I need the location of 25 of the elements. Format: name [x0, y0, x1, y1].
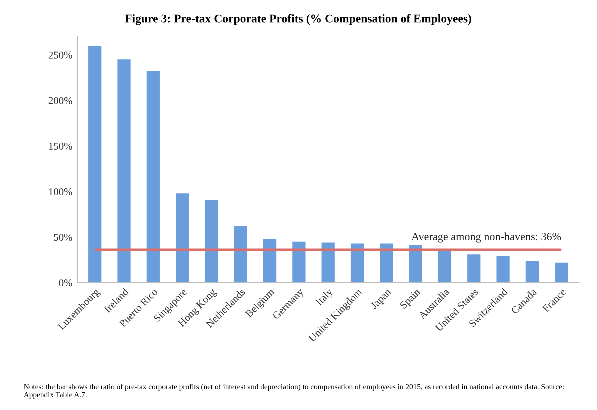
bar — [496, 256, 510, 283]
ref-line-label: Average among non-havens: 36% — [412, 232, 562, 243]
bar — [146, 72, 160, 283]
bar — [88, 46, 102, 283]
y-tick-label: 150% — [49, 142, 72, 150]
x-tick-label: Italy — [315, 288, 336, 308]
bar — [350, 244, 364, 283]
bar — [118, 60, 131, 283]
bar — [322, 242, 335, 283]
y-tick-label: 100% — [49, 188, 72, 196]
y-tick-label: 200% — [48, 97, 72, 104]
bar — [263, 239, 277, 283]
bar — [555, 262, 568, 283]
bar — [176, 194, 190, 283]
y-tick-label: 50% — [54, 234, 72, 242]
bar — [468, 254, 481, 283]
bar — [205, 200, 218, 283]
y-tick-label: 250% — [48, 52, 72, 59]
bar — [526, 261, 539, 283]
bar — [234, 226, 248, 283]
bar — [409, 246, 422, 283]
chart-title: Figure 3: Pre-tax Corporate Profits (% Compensation of Employees) — [125, 14, 472, 26]
bar — [380, 244, 394, 283]
bar — [292, 242, 306, 283]
y-tick-label: 0% — [59, 280, 72, 287]
